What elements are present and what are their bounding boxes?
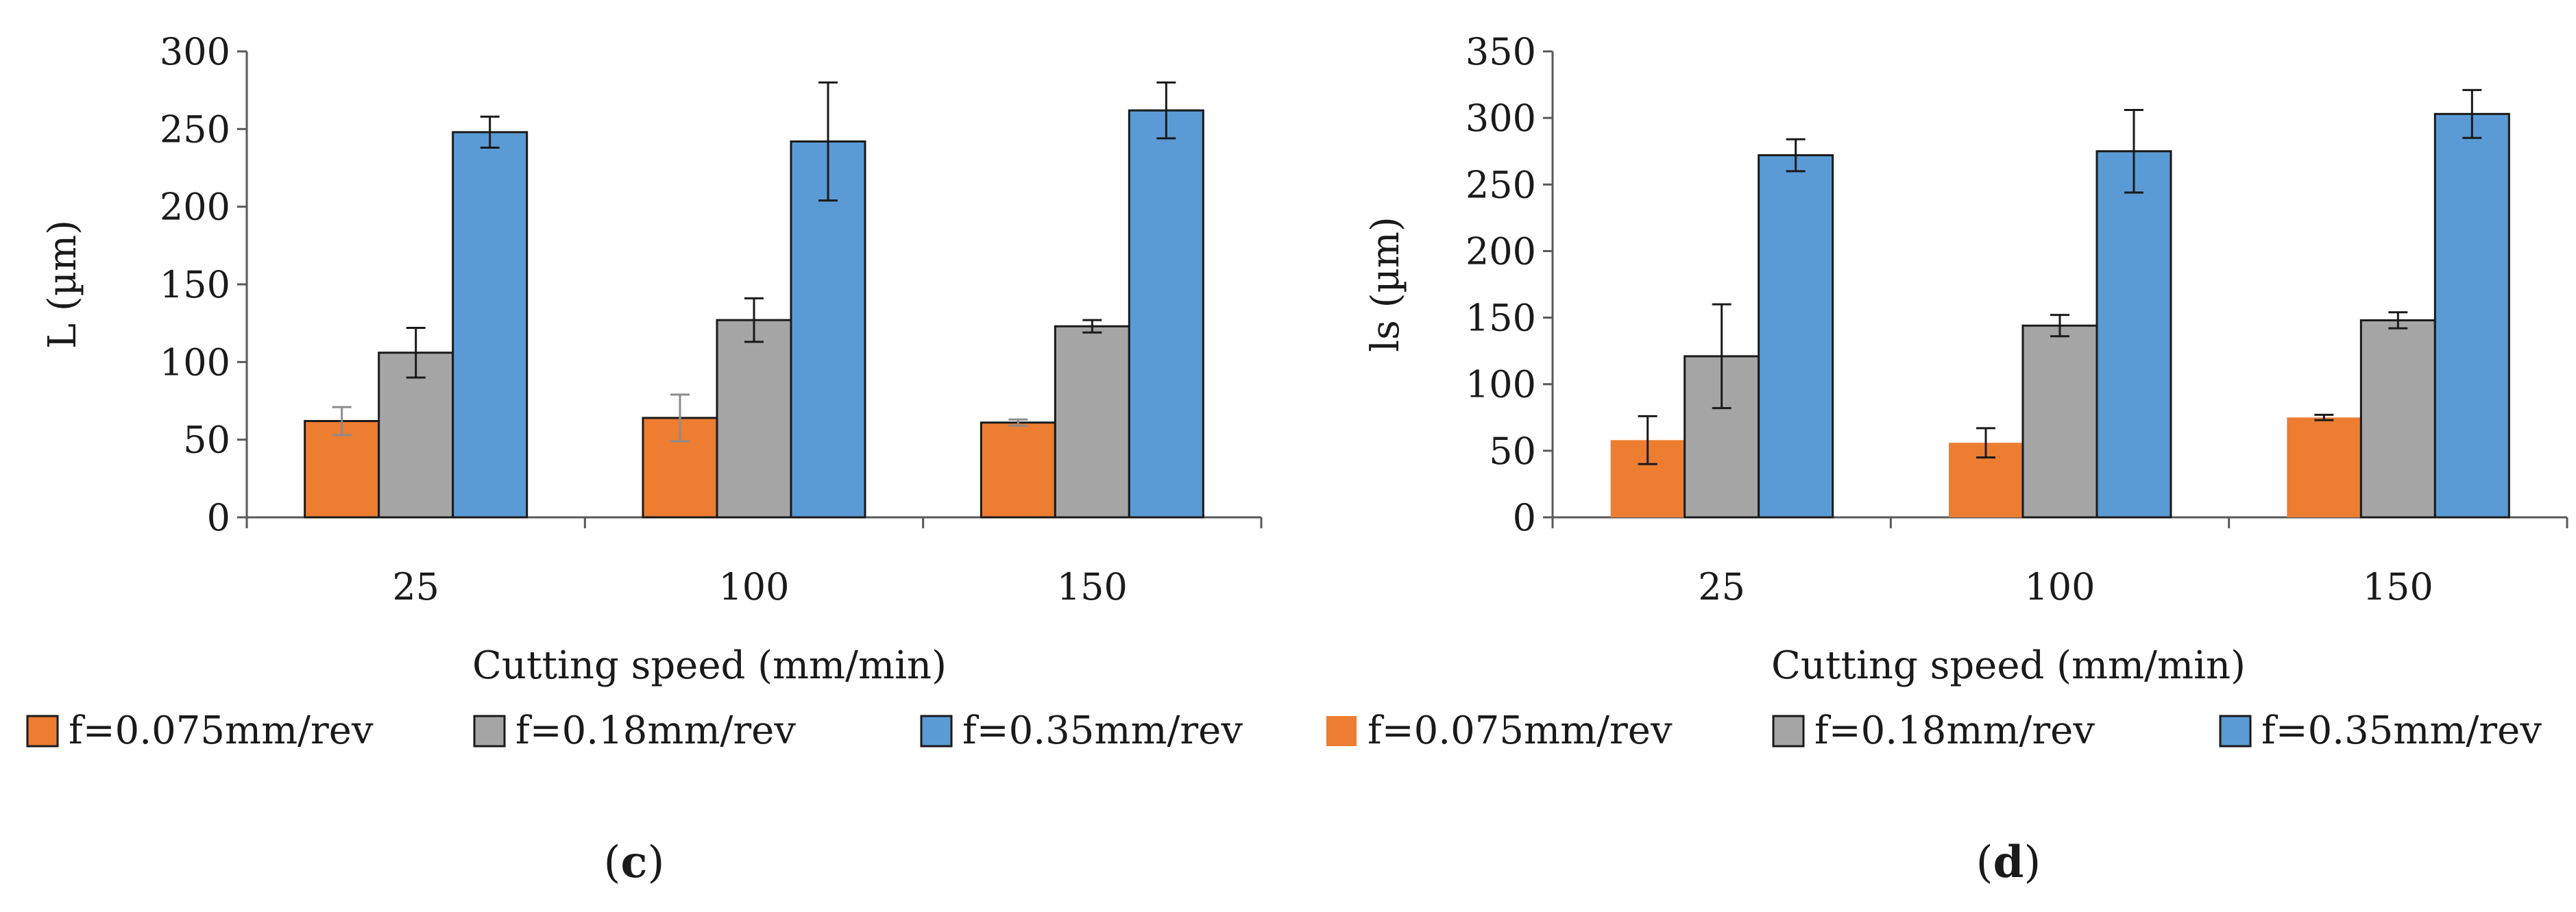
chart-panel-d: 0 50 100 150 200 250 300 350 25 100 150 ls (µm) Cutt… [1326,30,2568,888]
legend-label: f=0.35mm/rev [962,708,1243,753]
y-tick-label: 0 [207,496,230,539]
panel-label-open: ( [1976,837,1993,888]
chart-panel-c: 0 50 100 150 200 250 300 25 100 150 L (µm) Cutting … [26,30,1263,888]
y-tick-label: 150 [160,263,230,306]
panel-label: (c) [604,837,665,888]
bar [642,417,718,519]
bar [980,421,1056,519]
panel-label-close: ) [647,837,664,888]
legend-swatch [920,715,953,748]
y-tick-label: 200 [160,186,230,229]
bar [2359,319,2436,519]
bar [716,319,792,519]
legend-label: f=0.075mm/rev [69,708,374,753]
panel-label-close: ) [2024,837,2041,888]
y-tick-label: 150 [1466,297,1536,340]
y-axis-title: L (µm) [40,220,85,349]
legend-swatch [1772,715,1805,748]
x-tick-label: 25 [1698,565,1745,608]
bar [1758,154,1834,519]
y-tick-label: 0 [1513,496,1536,539]
x-tick-label: 100 [718,565,789,608]
y-tick-label: 100 [160,341,230,384]
x-axis-title: Cutting speed (mm/min) [472,643,947,688]
legend-swatch [2219,715,2252,748]
panel-label-open: ( [604,837,621,888]
y-tick-label: 300 [1466,97,1536,140]
y-tick-label: 350 [1466,30,1536,73]
legend-label: f=0.35mm/rev [2261,708,2542,753]
x-tick-label: 25 [392,565,439,608]
y-tick-label: 50 [1489,430,1536,473]
x-axis-title: Cutting speed (mm/min) [1771,643,2246,688]
bar [1054,325,1130,519]
legend-swatch [1326,716,1357,746]
x-tick-label: 100 [2024,565,2095,608]
bar [2095,150,2172,519]
y-tick-label: 200 [1466,230,1536,273]
bar [378,352,454,519]
y-tick-label: 250 [1466,163,1536,206]
bar [452,131,528,519]
panel-label: (d) [1976,837,2041,888]
y-tick-label: 300 [160,30,230,73]
y-tick-label: 100 [1466,363,1536,406]
panel-label-letter: d [1993,837,2024,888]
y-tick-label: 50 [183,419,230,462]
legend-label: f=0.18mm/rev [1814,708,2095,753]
legend-label: f=0.18mm/rev [515,708,796,753]
y-axis-title: ls (µm) [1363,217,1408,352]
legend-swatch [26,715,59,748]
panel-label-letter: c [621,837,648,888]
bar [2433,112,2510,519]
y-tick-label: 250 [160,108,230,151]
bar [1128,109,1204,519]
x-tick-label: 150 [2363,565,2433,608]
x-tick-label: 150 [1057,565,1128,608]
legend-swatch [473,715,506,748]
bar [2287,417,2361,517]
legend-label: f=0.075mm/rev [1368,708,1673,753]
bar [2021,324,2098,519]
